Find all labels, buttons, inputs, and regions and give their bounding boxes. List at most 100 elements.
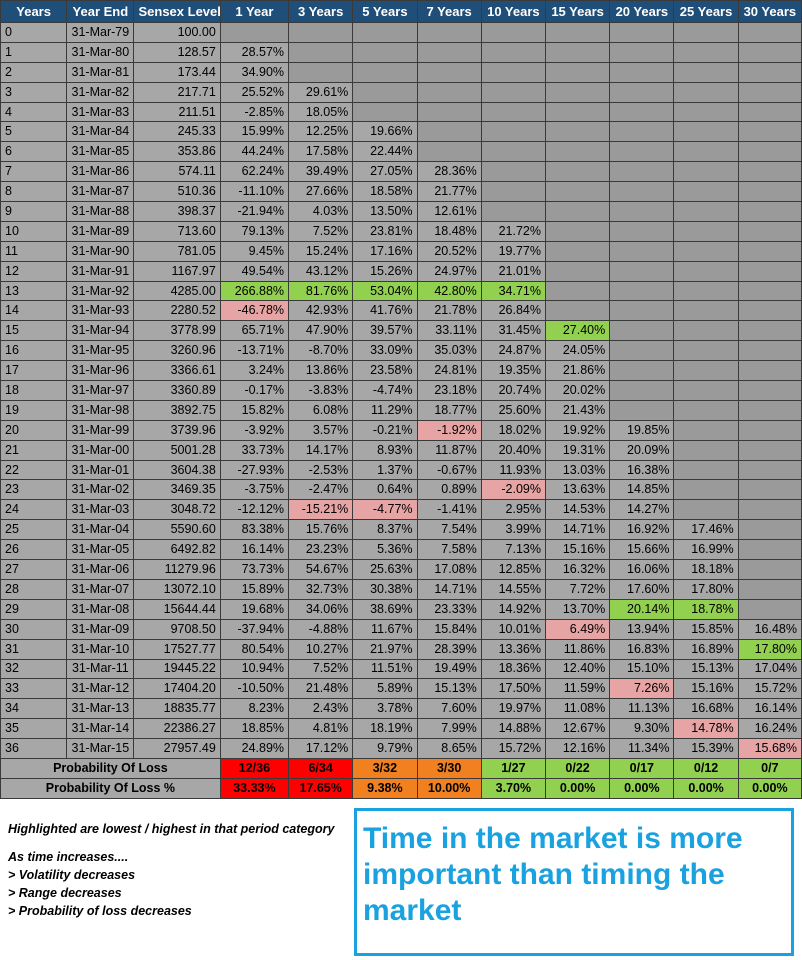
table-cell: 24.97%: [416, 260, 482, 282]
table-cell: 21.77%: [416, 181, 482, 203]
table-cell: [544, 181, 611, 203]
table-cell: 80.54%: [219, 638, 290, 660]
table-cell: 6: [0, 141, 68, 163]
table-cell: [609, 300, 675, 322]
table-row: 24 31-Mar-03 3048.72 -12.12% -15.21% -4.77% -1…: [0, 499, 802, 521]
table-cell: [737, 519, 802, 541]
table-row: 20 31-Mar-99 3739.96 -3.92% 3.57% -0.21% -1.92…: [0, 419, 802, 441]
probability-of-loss-pct-label: Probability Of Loss %: [0, 777, 221, 799]
table-cell: 15.84%: [416, 618, 482, 640]
table-cell: 54.67%: [288, 559, 354, 580]
table-cell: 29: [0, 598, 68, 620]
table-cell: 22.44%: [352, 141, 418, 163]
table-cell: 11.51%: [352, 658, 418, 680]
table-cell: 5590.60: [133, 519, 221, 541]
table-cell: 31.45%: [480, 320, 546, 342]
table-cell: 5.36%: [352, 539, 418, 561]
table-cell: 31-Mar-84: [66, 121, 135, 143]
table-cell: [544, 201, 611, 222]
table-row: 34 31-Mar-13 18835.77 8.23% 2.43% 3.78% 7.60% 1…: [0, 698, 802, 720]
table-cell: 13.03%: [544, 459, 611, 481]
table-cell: [737, 22, 802, 43]
table-cell: [544, 280, 611, 302]
footer-cell: 6/34: [288, 757, 354, 779]
table-cell: [737, 220, 802, 242]
table-cell: 20.74%: [480, 380, 546, 401]
table-cell: -21.94%: [219, 201, 290, 222]
table-cell: [673, 181, 739, 203]
table-cell: 31-Mar-01: [66, 459, 135, 481]
table-cell: 7.72%: [544, 578, 611, 600]
table-cell: 3469.35: [133, 479, 221, 501]
footer-cell: 1/27: [480, 757, 546, 779]
table-cell: [737, 539, 802, 561]
footer-cell: 0.00%: [673, 777, 739, 799]
table-cell: 20.02%: [544, 380, 611, 401]
table-row: 6 31-Mar-85 353.86 44.24% 17.58% 22.44%: [0, 141, 802, 163]
table-row: 14 31-Mar-93 2280.52 -46.78% 42.93% 41.76% 21.…: [0, 300, 802, 322]
table-cell: [673, 419, 739, 441]
table-cell: 31-Mar-82: [66, 81, 135, 103]
table-cell: [480, 201, 546, 222]
table-cell: 100.00: [133, 22, 221, 43]
table-cell: 13.50%: [352, 201, 418, 222]
table-cell: 24.89%: [219, 738, 290, 759]
table-cell: 18.05%: [288, 101, 354, 123]
table-cell: 18.78%: [673, 598, 739, 620]
probability-of-loss-label: Probability Of Loss: [0, 757, 221, 779]
table-cell: [544, 81, 611, 103]
table-cell: 18.48%: [416, 220, 482, 242]
table-cell: 83.38%: [219, 519, 290, 541]
table-cell: [673, 141, 739, 163]
table-cell: 25.52%: [219, 81, 290, 103]
table-cell: 21.48%: [288, 678, 354, 700]
table-cell: 38.69%: [352, 598, 418, 620]
table-cell: [609, 260, 675, 282]
table-cell: -0.67%: [416, 459, 482, 481]
table-cell: 11.34%: [609, 738, 675, 759]
table-row: 29 31-Mar-08 15644.44 19.68% 34.06% 38.69% 23.…: [0, 598, 802, 620]
table-cell: -11.10%: [219, 181, 290, 203]
table-cell: 25: [0, 519, 68, 541]
table-cell: 9.45%: [219, 240, 290, 262]
table-cell: 44.24%: [219, 141, 290, 163]
table-cell: [673, 300, 739, 322]
table-cell: -0.21%: [352, 419, 418, 441]
footer-cell: 17.65%: [288, 777, 354, 799]
table-cell: [609, 161, 675, 183]
table-cell: [544, 141, 611, 163]
table-row: 7 31-Mar-86 574.11 62.24% 39.49% 27.05% 28.36%: [0, 161, 802, 183]
table-cell: 27.40%: [544, 320, 611, 342]
table-cell: 81.76%: [288, 280, 354, 302]
table-cell: 8.65%: [416, 738, 482, 759]
table-row: 11 31-Mar-90 781.05 9.45% 15.24% 17.16% 20.52%…: [0, 240, 802, 262]
table-cell: -1.41%: [416, 499, 482, 521]
table-cell: 12.85%: [480, 559, 546, 580]
table-cell: 21.78%: [416, 300, 482, 322]
table-cell: 18.19%: [352, 718, 418, 740]
table-cell: -1.92%: [416, 419, 482, 441]
table-cell: 13.94%: [609, 618, 675, 640]
table-cell: [673, 459, 739, 481]
table-cell: 9: [0, 201, 68, 222]
table-cell: 27: [0, 559, 68, 580]
table-cell: 16.48%: [737, 618, 802, 640]
table-cell: 31-Mar-00: [66, 439, 135, 461]
table-cell: 3: [0, 81, 68, 103]
table-cell: 23.33%: [416, 598, 482, 620]
table-cell: [737, 340, 802, 362]
table-cell: 19445.22: [133, 658, 221, 680]
table-cell: 31-Mar-12: [66, 678, 135, 700]
table-cell: 7.26%: [609, 678, 675, 700]
footer-cell: 12/36: [219, 757, 290, 779]
table-cell: 13072.10: [133, 578, 221, 600]
table-cell: 3.57%: [288, 419, 354, 441]
table-cell: 4.81%: [288, 718, 354, 740]
table-cell: 217.71: [133, 81, 221, 103]
table-cell: [673, 399, 739, 421]
table-cell: 16.14%: [219, 539, 290, 561]
table-cell: 31-Mar-05: [66, 539, 135, 561]
table-cell: 10.01%: [480, 618, 546, 640]
table-cell: 0: [0, 22, 68, 43]
table-cell: 398.37: [133, 201, 221, 222]
